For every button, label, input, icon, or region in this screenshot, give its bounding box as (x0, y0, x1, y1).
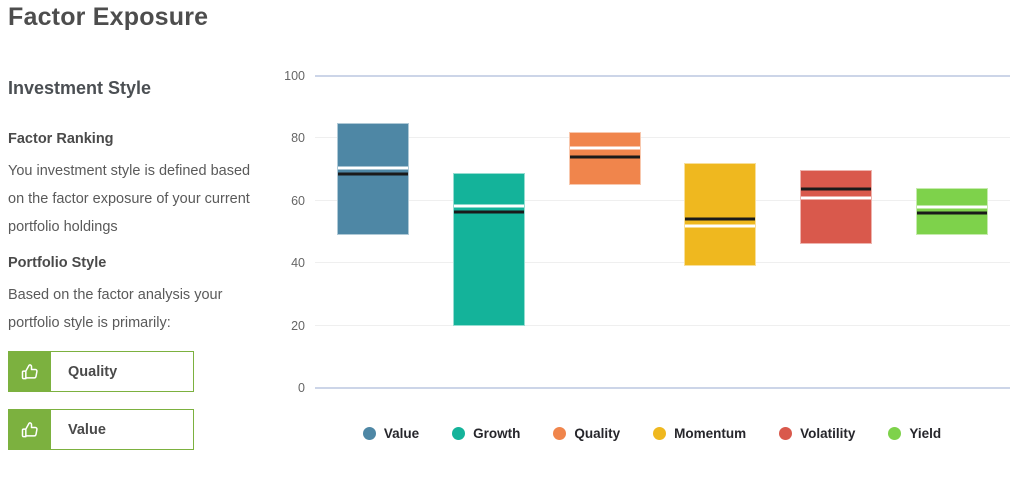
badge-label: Quality (68, 363, 118, 380)
range-bar-value[interactable] (336, 122, 409, 236)
legend-label-value: Value (383, 426, 420, 441)
thumbs-up-icon-box (9, 352, 51, 391)
legend-item-momentum[interactable]: Momentum (653, 426, 746, 441)
white-marker-momentum (685, 224, 756, 228)
sidebar: Investment Style Factor Ranking You inve… (8, 78, 260, 467)
gridline-60 (315, 199, 1010, 201)
legend-label-volatility: Volatility (800, 426, 856, 441)
legend-dot-growth (452, 427, 466, 440)
portfolio-style-heading: Portfolio Style (8, 255, 107, 271)
legend-item-growth[interactable]: Growth (452, 426, 520, 441)
y-axis-tick-40: 40 (291, 256, 305, 271)
legend-label-growth: Growth (473, 426, 521, 441)
badge-label: Value (68, 421, 106, 438)
range-bar-growth[interactable] (452, 172, 525, 326)
factor-exposure-chart: 0 20 40 60 80 100 Value Growth Quality Momentum V… (280, 0, 1024, 477)
legend-label-momentum: Momentum (674, 426, 747, 441)
factor-ranking-heading: Factor Ranking (8, 131, 114, 147)
gridline-80 (315, 137, 1010, 139)
range-bar-quality[interactable] (568, 132, 641, 186)
legend-dot-momentum (653, 427, 667, 440)
white-marker-value (337, 166, 408, 170)
legend-dot-volatility (779, 427, 793, 440)
range-bar-momentum[interactable] (684, 163, 757, 267)
legend-item-value[interactable]: Value (362, 426, 420, 441)
white-marker-yield (917, 205, 988, 209)
portfolio-style-text: Based on the factor analysis your portfo… (8, 287, 223, 331)
white-marker-growth (453, 204, 524, 208)
investment-style-heading: Investment Style (8, 78, 152, 98)
legend-item-quality[interactable]: Quality (553, 426, 620, 441)
black-marker-growth (453, 210, 524, 214)
range-bar-volatility[interactable] (800, 169, 873, 245)
thumbs-up-icon (21, 421, 38, 437)
legend-dot-value (362, 427, 376, 440)
page-title: Factor Exposure (8, 3, 209, 31)
black-marker-momentum (685, 217, 756, 221)
black-marker-volatility (801, 187, 872, 191)
legend-dot-quality (553, 427, 567, 440)
portfolio-style-badges: Quality Value (8, 351, 260, 450)
white-marker-volatility (801, 196, 872, 200)
y-axis-tick-60: 60 (291, 193, 305, 208)
gridline-40 (315, 262, 1010, 264)
legend-item-volatility[interactable]: Volatility (779, 426, 855, 441)
portfolio-style-badge-quality[interactable]: Quality (8, 351, 194, 392)
y-axis-tick-20: 20 (291, 318, 305, 333)
range-bar-yield[interactable] (916, 188, 989, 236)
legend-dot-yield (888, 427, 902, 440)
y-axis-tick-100: 100 (284, 69, 305, 83)
gridline-20 (315, 324, 1010, 326)
legend-item-yield[interactable]: Yield (888, 426, 941, 441)
y-axis-tick-0: 0 (298, 381, 305, 395)
chart-plot-area: 0 20 40 60 80 100 (284, 69, 1010, 395)
black-marker-yield (917, 211, 988, 215)
gridline-0 (315, 387, 1010, 389)
thumbs-up-icon-box (9, 410, 51, 449)
white-marker-quality (569, 146, 640, 150)
black-marker-quality (569, 155, 640, 159)
thumbs-up-icon (21, 363, 38, 379)
legend-label-quality: Quality (574, 426, 621, 441)
portfolio-style-badge-value[interactable]: Value (8, 409, 194, 450)
y-axis-tick-80: 80 (291, 131, 305, 146)
factor-ranking-text: You investment style is defined based on… (8, 163, 251, 235)
black-marker-value (337, 172, 408, 176)
legend-label-yield: Yield (909, 426, 942, 441)
chart-legend: Value Growth Quality Momentum Volatility Yiel… (280, 426, 1024, 441)
gridline-100 (315, 75, 1010, 77)
